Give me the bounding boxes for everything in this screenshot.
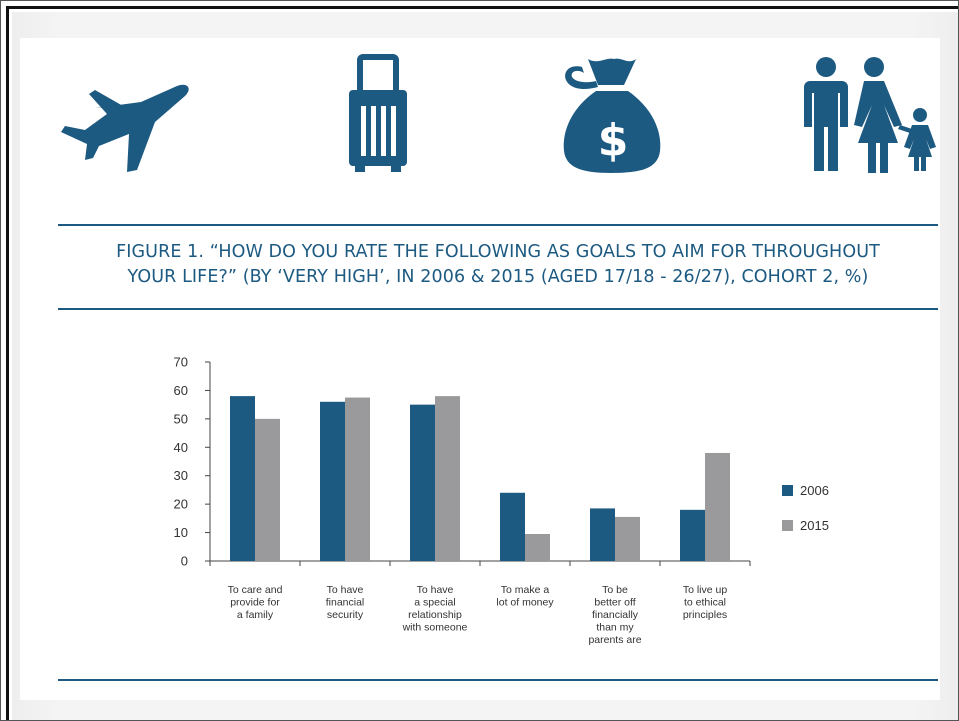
category-label: To care and provide for a family — [228, 584, 283, 621]
bar-2015 — [255, 418, 280, 561]
figure-title-line-1: FIGURE 1. “HOW DO YOU RATE THE FOLLOWING… — [116, 242, 880, 262]
category-label-line: to ethical — [684, 597, 726, 609]
airplane-icon — [61, 84, 189, 172]
bar-2015 — [525, 533, 550, 561]
category-label-line: security — [327, 609, 364, 621]
bar-2015 — [435, 396, 460, 561]
legend-label-2015: 2015 — [800, 518, 829, 533]
title-rule-top — [58, 224, 938, 226]
category-label-line: financially — [592, 609, 639, 621]
category-label-line: than my — [596, 622, 634, 634]
category-label-line: better off — [594, 597, 635, 609]
bar-2006 — [500, 492, 525, 561]
category-label: To live up to ethical principles — [683, 584, 728, 621]
category-label: To make a lot of money — [496, 584, 554, 609]
y-tick-label: 60 — [174, 383, 188, 398]
category-label-line: lot of money — [496, 597, 554, 609]
category-label-line: To make a — [501, 584, 550, 596]
bar-2006 — [230, 396, 255, 561]
category-label-line: a family — [237, 609, 274, 621]
suitcase-icon — [349, 54, 407, 172]
bar-2006 — [410, 404, 435, 561]
frame-border-top — [6, 6, 958, 9]
y-tick-label: 40 — [174, 440, 188, 455]
category-label: To have financial security — [326, 584, 365, 621]
bar-2006 — [680, 509, 705, 561]
category-label-line: To have — [417, 584, 454, 596]
y-tick-label: 10 — [174, 525, 188, 540]
slide-card — [20, 38, 940, 700]
y-tick-label: 50 — [174, 411, 188, 426]
y-tick-label: 70 — [174, 355, 188, 370]
category-label-line: provide for — [230, 597, 280, 609]
category-label-line: parents are — [588, 634, 641, 646]
category-label-line: financial — [326, 597, 365, 609]
family-icon — [804, 57, 936, 173]
legend-swatch-2015 — [782, 520, 793, 531]
category-label-line: To care and — [228, 584, 283, 596]
y-tick-label: 20 — [174, 497, 188, 512]
bar-2015 — [705, 452, 730, 561]
bar-2015 — [615, 516, 640, 561]
category-label-line: To be — [602, 584, 628, 596]
frame-border-left — [6, 8, 9, 720]
category-label-line: To live up — [683, 584, 728, 596]
y-tick-label: 0 — [181, 554, 188, 569]
bar-2006 — [320, 401, 345, 561]
bar-2015 — [345, 397, 370, 561]
category-label-line: a special — [414, 597, 455, 609]
title-rule-bottom — [58, 308, 938, 310]
money-bag-icon: $ — [563, 58, 661, 173]
legend-swatch-2006 — [782, 485, 793, 496]
figure-title-line-2: YOUR LIFE?” (BY ‘VERY HIGH’, IN 2006 & 2… — [127, 267, 869, 287]
figure-title: FIGURE 1. “HOW DO YOU RATE THE FOLLOWING… — [58, 240, 938, 290]
bar-2006 — [590, 508, 615, 561]
category-label: To have a special relationship with someone — [402, 584, 468, 634]
legend-label-2006: 2006 — [800, 483, 829, 498]
category-label-line: relationship — [408, 609, 462, 621]
category-label: To be better off financially than my parents… — [588, 584, 641, 646]
svg-text:$: $ — [598, 115, 629, 166]
y-tick-label: 30 — [174, 468, 188, 483]
category-label-line: with someone — [402, 622, 468, 634]
category-label-line: To have — [327, 584, 364, 596]
category-label-line: principles — [683, 609, 727, 621]
footer-rule — [58, 679, 938, 681]
